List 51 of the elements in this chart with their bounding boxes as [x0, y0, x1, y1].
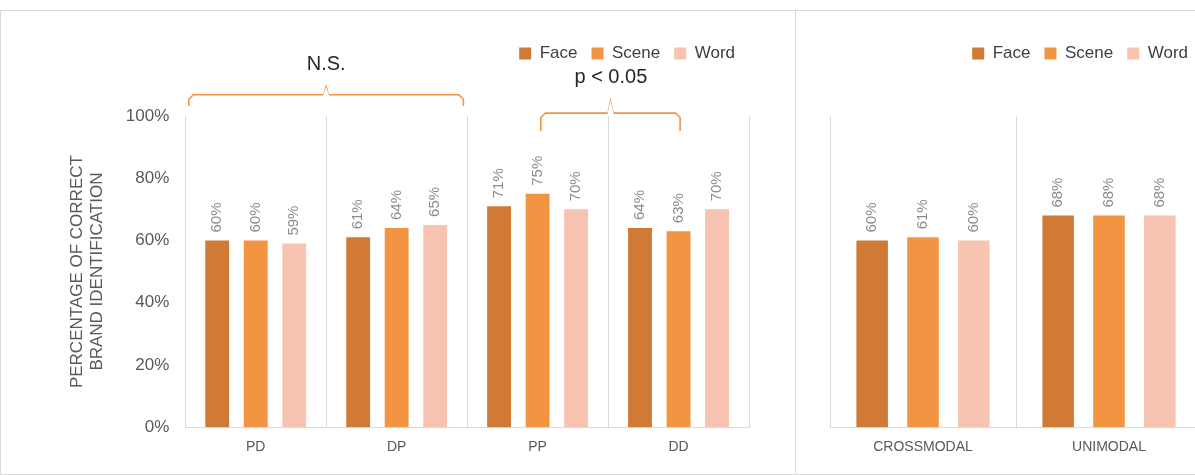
bar	[666, 231, 691, 428]
y-tick-label: 60%	[135, 230, 170, 250]
x-tick-label: PD	[246, 438, 266, 455]
y-tick-label: 20%	[135, 354, 170, 374]
data-label: 70%	[707, 171, 725, 202]
data-label: 61%	[348, 199, 366, 230]
data-label: 64%	[630, 190, 648, 221]
data-label: 61%	[913, 199, 931, 230]
x-tick-label: UNIMODAL	[1072, 438, 1147, 455]
bar	[205, 240, 230, 428]
data-label: 60%	[245, 202, 263, 233]
data-label: 63%	[668, 193, 686, 224]
data-label: 59%	[284, 205, 302, 236]
data-label: 68%	[1048, 177, 1066, 208]
legend-label: Word	[694, 43, 735, 63]
text: N.S.	[306, 52, 346, 75]
legend-label: Scene	[611, 43, 661, 63]
data-label: 60%	[963, 202, 981, 233]
bar	[346, 237, 371, 428]
y-tick-label: 80%	[135, 167, 170, 187]
y-tick-label: 100%	[125, 105, 170, 125]
data-label: 60%	[862, 202, 880, 233]
bar	[487, 206, 512, 428]
legend-label: Face	[992, 43, 1031, 63]
bar	[243, 240, 268, 428]
data-label: 71%	[489, 168, 507, 199]
data-label: 60%	[207, 202, 225, 233]
bar	[705, 209, 729, 428]
x-tick-label: DD	[668, 438, 689, 455]
legend-label: Scene	[1064, 43, 1114, 63]
y-tick-label: 0%	[144, 416, 170, 436]
text: p < 0.05	[574, 65, 648, 88]
x-tick-label: PP	[528, 438, 547, 455]
y-axis-title: PERCENTAGE OF CORRECT BRAND IDENTIFICATION	[66, 155, 107, 389]
bar	[384, 228, 409, 428]
bar	[525, 193, 550, 428]
legend-label: Word	[1147, 43, 1188, 63]
data-label: 68%	[1149, 177, 1167, 208]
bar	[282, 243, 307, 428]
data-label: 64%	[386, 190, 404, 221]
data-label: 75%	[527, 155, 545, 186]
legend-label: Face	[539, 43, 578, 63]
data-label: 65%	[425, 186, 443, 217]
data-label: 68%	[1099, 177, 1117, 208]
x-tick-label: CROSSMODAL	[873, 438, 973, 455]
bar	[564, 209, 589, 428]
data-label: 70%	[566, 171, 584, 202]
x-tick-label: DP	[386, 438, 407, 455]
bar	[423, 224, 448, 428]
y-tick-label: 40%	[135, 292, 170, 312]
bar	[628, 228, 652, 428]
